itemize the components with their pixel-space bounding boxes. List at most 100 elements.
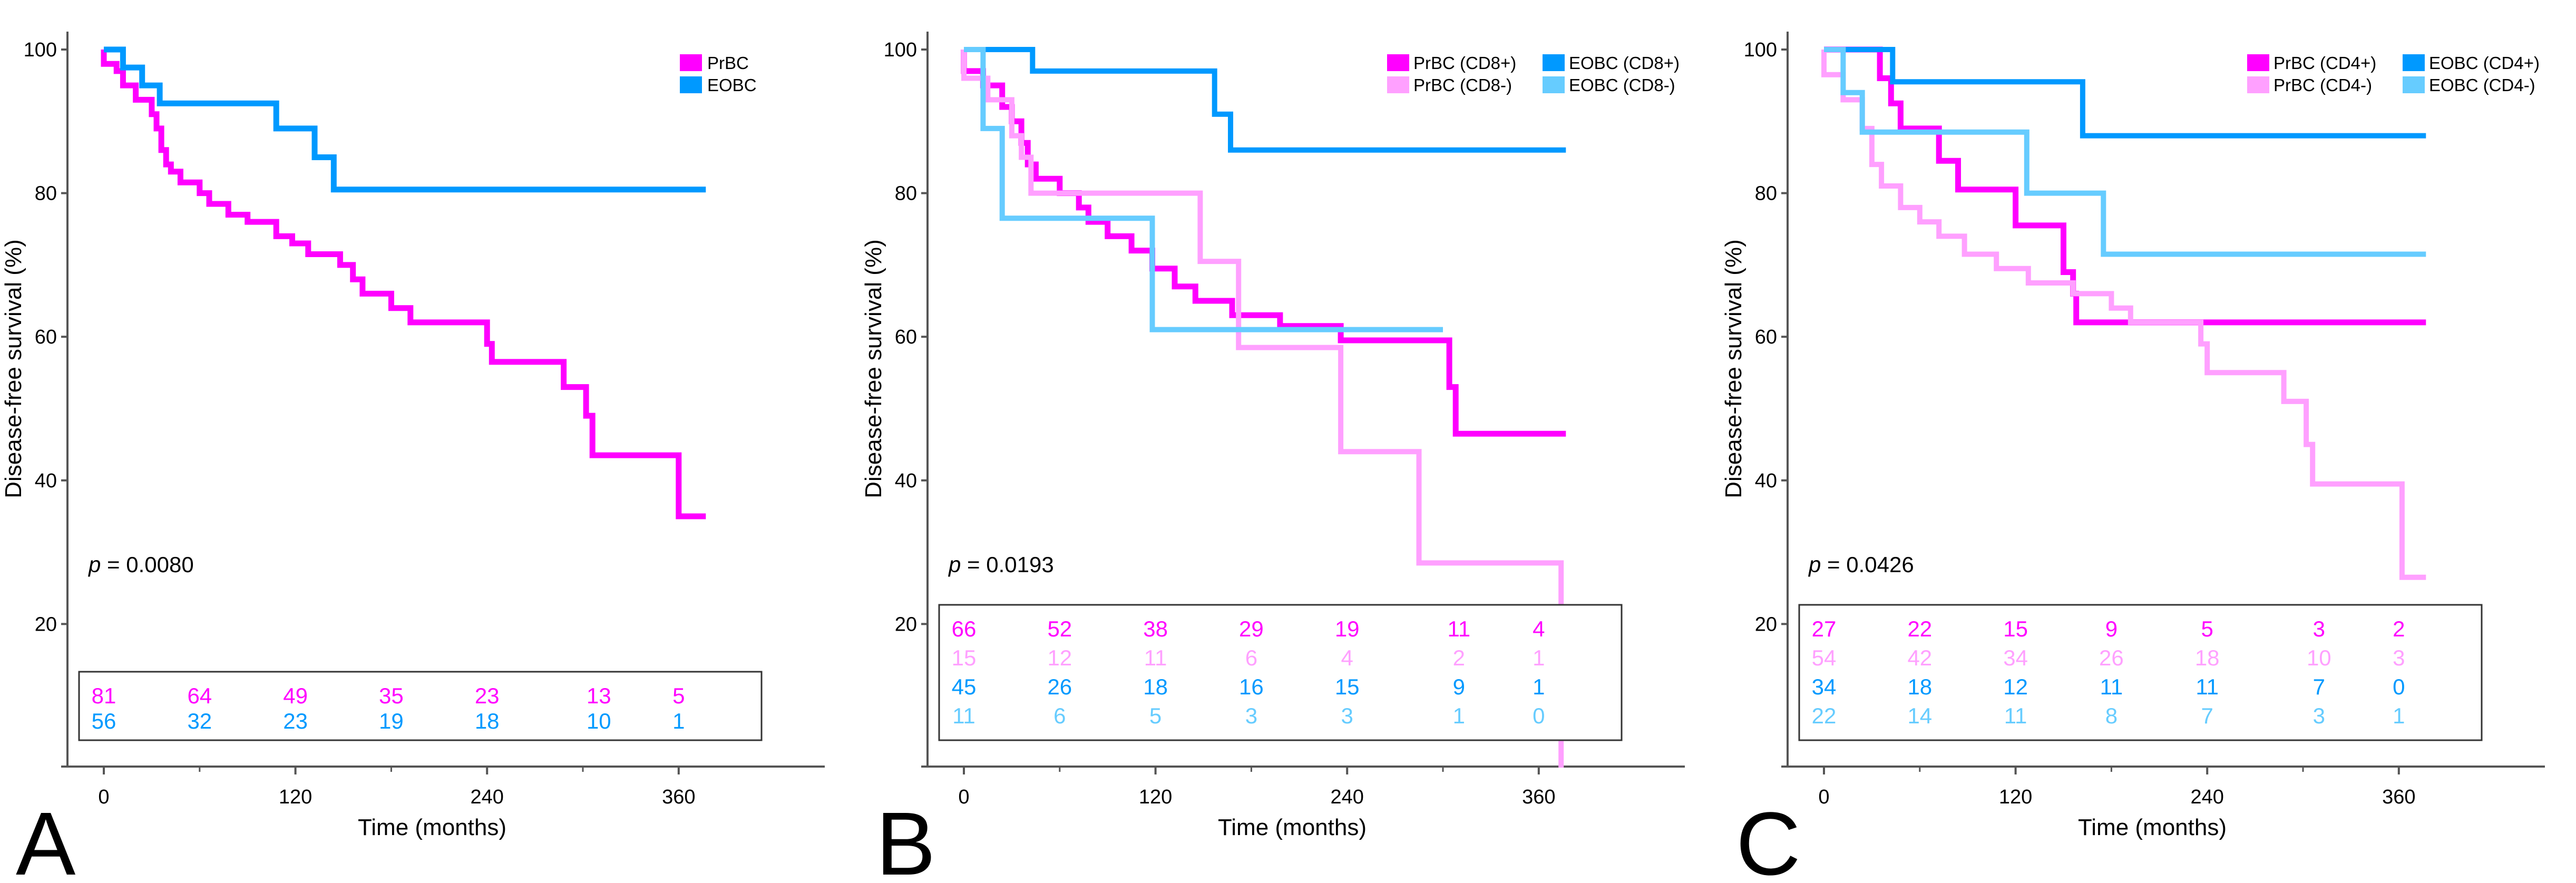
survival-curve-1: [961, 50, 1566, 437]
risk-count: 15: [2003, 616, 2028, 641]
legend-swatch: [1543, 54, 1565, 71]
risk-count: 12: [1047, 645, 1072, 670]
y-tick-label: 80: [1755, 183, 1777, 205]
survival-curve-4: [1824, 47, 2426, 257]
risk-count: 2: [1453, 645, 1465, 670]
legend-label: PrBC (CD8+): [1413, 53, 1516, 73]
risk-count: 3: [1341, 703, 1353, 728]
p-number: = 0.0193: [961, 552, 1053, 577]
risk-count: 32: [187, 709, 212, 733]
y-tick-label: 100: [1744, 39, 1777, 61]
y-tick-label: 40: [35, 470, 57, 492]
legend-swatch: [2403, 54, 2425, 71]
x-tick-label: 360: [1522, 786, 1555, 808]
risk-count: 64: [187, 683, 212, 708]
p-value: p = 0.0193: [948, 552, 1054, 577]
risk-count: 49: [283, 683, 308, 708]
risk-count: 35: [379, 683, 404, 708]
risk-count: 11: [2100, 674, 2123, 699]
x-tick-label: 0: [958, 786, 969, 808]
legend-label: EOBC (CD8-): [1569, 75, 1675, 95]
x-tick-label: 360: [662, 786, 695, 808]
y-axis-title: Disease-free survival (%): [1721, 239, 1746, 498]
legend-label: PrBC (CD4+): [2273, 53, 2376, 73]
legend-label: EOBC: [707, 75, 757, 95]
y-tick-label: 20: [895, 613, 917, 635]
risk-count: 11: [1144, 645, 1167, 670]
legend-label: EOBC (CD8+): [1569, 53, 1680, 73]
risk-count: 3: [2313, 703, 2325, 728]
y-tick-label: 20: [35, 613, 57, 635]
legend-label: PrBC: [707, 53, 749, 73]
risk-count: 19: [1335, 616, 1360, 641]
risk-count: 0: [2393, 674, 2405, 699]
legend-swatch: [1543, 76, 1565, 93]
risk-count: 2: [2393, 616, 2405, 641]
y-tick-label: 20: [1755, 613, 1777, 635]
risk-count: 7: [2313, 674, 2325, 699]
legend-swatch: [2247, 76, 2269, 93]
risk-count: 34: [2003, 645, 2028, 670]
survival-curve-2: [961, 50, 1564, 768]
x-axis-title: Time (months): [358, 815, 506, 840]
survival-curve-2: [104, 46, 706, 193]
y-axis-title: Disease-free survival (%): [1, 239, 26, 498]
legend-swatch: [2403, 76, 2425, 93]
legend-label: EOBC (CD4+): [2429, 53, 2540, 73]
risk-count: 9: [2105, 616, 2118, 641]
panel-label: B: [876, 794, 935, 883]
legend-swatch: [680, 54, 702, 71]
risk-count: 4: [1533, 616, 1545, 641]
y-tick-label: 60: [1755, 326, 1777, 348]
risk-count: 3: [2393, 645, 2405, 670]
panel-a: 20 40 60 80 100 0 120 240 360 Time (months) Diseas…: [1, 32, 825, 883]
risk-count: 81: [92, 683, 116, 708]
risk-count: 15: [952, 645, 977, 670]
x-tick-label: 120: [1139, 786, 1172, 808]
risk-count: 11: [2004, 703, 2027, 728]
survival-curve-1: [101, 50, 706, 519]
risk-count: 11: [2196, 674, 2219, 699]
risk-count: 16: [1239, 674, 1264, 699]
risk-count: 45: [952, 674, 977, 699]
risk-count: 7: [2201, 703, 2213, 728]
risk-count: 10: [587, 709, 611, 733]
panel-label: A: [16, 794, 76, 883]
risk-count: 23: [283, 709, 308, 733]
y-tick-label: 80: [35, 183, 57, 205]
y-tick-label: 100: [24, 39, 57, 61]
p-value: p = 0.0080: [87, 552, 194, 577]
risk-count: 0: [1533, 703, 1545, 728]
risk-count: 34: [1812, 674, 1837, 699]
risk-count: 13: [587, 683, 611, 708]
risk-count: 18: [2195, 645, 2220, 670]
p-symbol: p: [1808, 552, 1821, 577]
x-tick-label: 0: [98, 786, 109, 808]
risk-count: 1: [672, 709, 685, 733]
p-number: = 0.0426: [1821, 552, 1914, 577]
risk-count: 42: [1907, 645, 1932, 670]
p-number: = 0.0080: [101, 552, 193, 577]
x-axis-title: Time (months): [2078, 815, 2227, 840]
risk-count: 15: [1335, 674, 1360, 699]
risk-count: 11: [1447, 616, 1470, 641]
risk-count: 1: [1533, 645, 1545, 670]
risk-count: 23: [475, 683, 500, 708]
risk-count: 5: [672, 683, 685, 708]
risk-count: 14: [1907, 703, 1932, 728]
risk-count: 4: [1341, 645, 1353, 670]
x-tick-label: 240: [2190, 786, 2223, 808]
y-axis-title: Disease-free survival (%): [861, 239, 886, 498]
panel-label: C: [1736, 794, 1801, 883]
x-tick-label: 120: [1999, 786, 2032, 808]
risk-count: 5: [1149, 703, 1162, 728]
y-tick-label: 80: [895, 183, 917, 205]
risk-count: 9: [1453, 674, 1465, 699]
legend-swatch: [680, 76, 702, 93]
risk-count: 1: [1453, 703, 1465, 728]
y-tick-label: 40: [895, 470, 917, 492]
risk-count: 18: [1143, 674, 1168, 699]
risk-count: 22: [1907, 616, 1932, 641]
legend-swatch: [1387, 54, 1409, 71]
